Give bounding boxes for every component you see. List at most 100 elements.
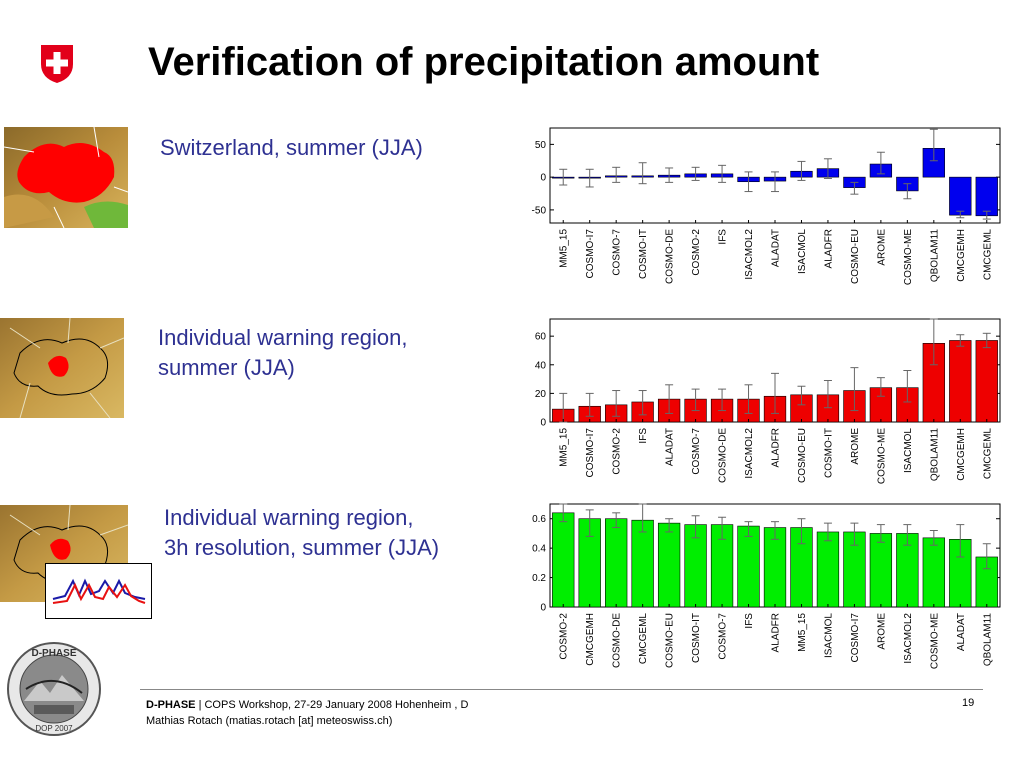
category-label: IFS: [718, 229, 729, 245]
warning-region-map-image: [0, 318, 124, 418]
swiss-emblem-icon: [40, 44, 74, 89]
bar: [605, 518, 628, 608]
category-label: ALADFR: [771, 428, 782, 467]
dphase-logo-year: DOP 2007: [35, 724, 73, 733]
dphase-logo-text: D-PHASE: [31, 648, 76, 659]
category-label: COSMO-I7: [585, 428, 596, 478]
panel-1-caption: Switzerland, summer (JJA): [160, 133, 423, 163]
y-tick-label: 0.2: [532, 573, 546, 584]
category-label: COSMO-ME: [903, 229, 914, 285]
category-label: COSMO-I7: [585, 229, 596, 279]
category-label: CMCGEMH: [956, 229, 967, 282]
category-label: COSMO-7: [718, 613, 729, 660]
y-tick-label: 0.6: [532, 514, 546, 525]
page-number: 19: [962, 697, 975, 709]
bar: [922, 537, 945, 608]
category-label: COSMO-ME: [876, 428, 887, 484]
category-label: AROME: [876, 613, 887, 650]
category-label: ISACMOL: [823, 613, 834, 658]
bar: [975, 340, 998, 423]
category-label: ISACMOL: [903, 428, 914, 473]
category-label: CMCGEML: [982, 229, 993, 281]
category-label: COSMO-2: [691, 229, 702, 276]
bar: [737, 525, 760, 608]
category-label: IFS: [638, 428, 649, 444]
category-label: ISACMOL: [797, 229, 808, 274]
chart-1-svg: -50 0 50 MM5_15 COSMO-I7 COSMO-7 COSMO-IT COSMO…: [532, 127, 1001, 285]
panel-1-caption-line: Switzerland, summer (JJA): [160, 135, 423, 160]
bias-chart-switzerland: -50 0 50 MM5_15 COSMO-I7 COSMO-7 COSMO-IT COSMO…: [508, 127, 1004, 295]
category-label: CMCGEML: [638, 613, 649, 665]
category-label: ISACMOL2: [903, 613, 914, 664]
y-tick-label: 50: [535, 140, 547, 151]
footer: D-PHASE | COPS Workshop, 27-29 January 2…: [146, 697, 468, 729]
panel-3-caption-line-2: 3h resolution, summer (JJA): [164, 535, 440, 560]
category-label: QBOLAM11: [929, 229, 940, 283]
panel-2-caption-line-1: Individual warning region,: [158, 325, 408, 350]
slide-title: Verification of precipitation amount: [148, 40, 820, 84]
panel-2-caption-line-2: summer (JJA): [158, 355, 295, 380]
bar: [816, 531, 840, 608]
chart-2-svg: 0 20 40 60 MM5_15 COSMO-I7 COSMO-2 IFS ALADAT COS…: [535, 318, 1001, 484]
y-tick-label: 0: [540, 173, 546, 184]
category-label: COSMO-IT: [691, 613, 702, 663]
y-tick-label: 20: [535, 389, 547, 400]
panel-2-caption: Individual warning region, summer (JJA): [158, 323, 408, 383]
category-label: COSMO-DE: [718, 428, 729, 483]
bar: [552, 512, 575, 608]
category-label: CMCGEML: [982, 428, 993, 480]
bar: [949, 340, 972, 423]
category-label: COSMO-EU: [797, 428, 808, 483]
y-tick-label: 0: [540, 603, 546, 614]
precip-chart-warning-region: 0 20 40 60 MM5_15 COSMO-I7 COSMO-2 IFS ALADAT COS…: [508, 318, 1004, 498]
switzerland-map-image: [4, 127, 128, 228]
category-label: COSMO-IT: [823, 428, 834, 478]
category-label: ALADAT: [665, 428, 676, 466]
category-label: COSMO-EU: [850, 229, 861, 284]
footer-event: | COPS Workshop, 27-29 January 2008 Hohe…: [195, 699, 469, 711]
category-label: MM5_15: [559, 428, 570, 467]
category-label: IFS: [744, 613, 755, 629]
y-tick-label: 0: [540, 418, 546, 429]
category-label: AROME: [850, 428, 861, 465]
bar: [949, 176, 972, 216]
category-label: COSMO-2: [612, 428, 623, 475]
category-label: ALADAT: [956, 613, 967, 651]
category-label: QBOLAM11: [929, 428, 940, 482]
bar: [657, 522, 681, 608]
category-label: ALADFR: [823, 229, 834, 268]
category-label: COSMO-I7: [850, 613, 861, 663]
category-label: QBOLAM11: [982, 613, 993, 667]
footer-brand: D-PHASE: [146, 699, 196, 711]
category-label: COSMO-DE: [612, 613, 623, 668]
category-label: COSMO-EU: [665, 613, 676, 668]
category-label: COSMO-7: [691, 428, 702, 475]
timeseries-inset-image: [45, 563, 152, 624]
chart-3-svg: 0 0.2 0.4 0.6 COSMO-2 CMCGEMH COSMO-DE CMCGEML C…: [532, 503, 1001, 669]
y-tick-label: 40: [535, 360, 547, 371]
bar: [631, 519, 654, 608]
bar: [869, 533, 893, 608]
category-label: MM5_15: [797, 613, 808, 652]
panel-3-caption: Individual warning region, 3h resolution…: [164, 503, 439, 563]
footer-divider: [140, 689, 983, 690]
category-label: AROME: [876, 229, 887, 266]
y-tick-label: 0.4: [532, 544, 546, 555]
category-label: COSMO-2: [559, 613, 570, 660]
footer-author: Mathias Rotach (matias.rotach [at] meteo…: [146, 715, 393, 727]
category-label: ALADAT: [771, 229, 782, 267]
category-label: COSMO-7: [612, 229, 623, 276]
score-chart-warning-region-3h: 0 0.2 0.4 0.6 COSMO-2 CMCGEMH COSMO-DE CMCGEML C…: [508, 503, 1004, 678]
category-label: CMCGEMH: [585, 613, 596, 666]
category-label: CMCGEMH: [956, 428, 967, 481]
category-label: MM5_15: [559, 229, 570, 268]
panel-3-caption-line-1: Individual warning region,: [164, 505, 414, 530]
y-tick-label: -50: [532, 205, 547, 216]
category-label: ISACMOL2: [744, 428, 755, 479]
dphase-logo: D-PHASE DOP 2007: [6, 641, 102, 742]
category-label: ALADFR: [771, 613, 782, 652]
y-tick-label: 60: [535, 332, 547, 343]
category-label: ISACMOL2: [744, 229, 755, 280]
bar: [975, 176, 998, 217]
category-label: COSMO-IT: [638, 229, 649, 279]
